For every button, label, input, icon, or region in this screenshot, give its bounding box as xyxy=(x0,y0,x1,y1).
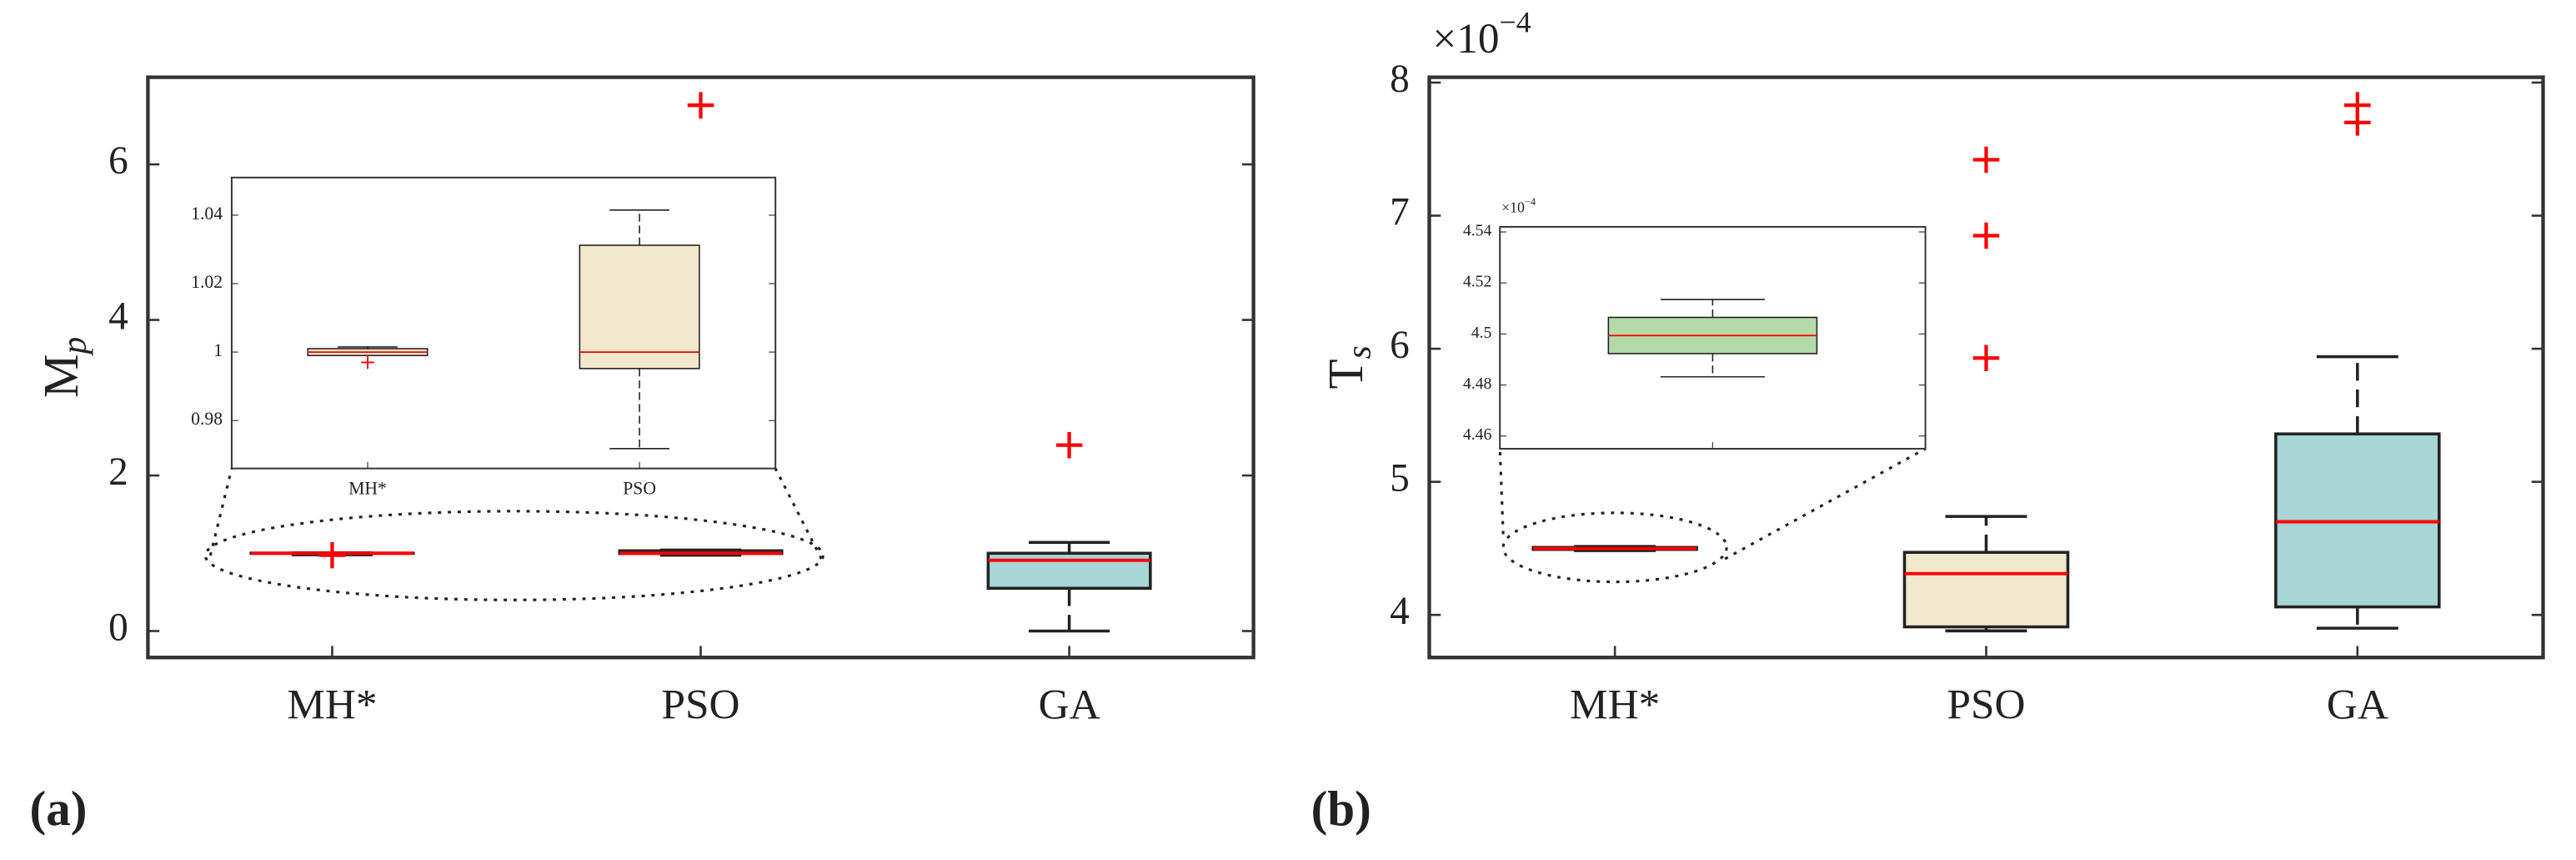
x-tick-label: MH* xyxy=(287,681,377,728)
zoom-line xyxy=(1498,448,1505,535)
y-tick-label: 4.54 xyxy=(1463,222,1492,240)
x-tick-label: PSO xyxy=(623,479,656,499)
chart: 0.98 1 1.02 1.04 MH* PSO xyxy=(191,176,777,499)
y-tick-label: 1.04 xyxy=(191,204,223,224)
x-tick-label: PSO xyxy=(662,681,740,728)
x-tick-label: MH* xyxy=(348,479,387,499)
y-tick-label: 4.52 xyxy=(1463,273,1491,291)
y-tick-label: 1.02 xyxy=(191,272,223,292)
y-axis-label-main: T xyxy=(1317,359,1372,389)
x-tick-label: MH* xyxy=(1570,681,1660,728)
outlier xyxy=(361,355,374,370)
outlier xyxy=(318,541,346,569)
y-axis-label-main: M xyxy=(33,354,88,398)
exponent-base: ×10 xyxy=(1501,199,1525,215)
y-tick-label: 0.98 xyxy=(191,409,223,429)
exponent-label: ×10−4 xyxy=(1432,6,1531,63)
y-tick-label: 8 xyxy=(1390,58,1410,101)
x-tick-label: PSO xyxy=(1947,681,2026,728)
exponent-power: −4 xyxy=(1525,196,1536,208)
y-tick-label: 6 xyxy=(108,139,128,183)
exponent-base: ×10 xyxy=(1432,15,1499,63)
outlier xyxy=(1972,345,2000,372)
y-axis-label-sub: s xyxy=(1339,345,1377,359)
y-axis-label-sub: p xyxy=(54,337,93,357)
y-axis-label: Ts xyxy=(1317,345,1377,389)
zoom-ellipse xyxy=(1501,511,1728,584)
outlier xyxy=(2344,109,2371,136)
y-tick-label: 4 xyxy=(1390,590,1410,633)
y-tick-label: 5 xyxy=(1390,456,1410,500)
panel-label: (b) xyxy=(1311,781,1371,836)
box xyxy=(1902,551,2070,629)
y-tick-label: 7 xyxy=(1390,190,1410,234)
zoom-line xyxy=(774,467,823,560)
box xyxy=(986,551,1152,591)
x-tick-label: GA xyxy=(2327,681,2388,728)
chart: 4.46 4.48 4.5 4.52 4.54 ×10−4 xyxy=(1463,196,1927,450)
y-tick-label: 0 xyxy=(108,606,128,649)
x-tick-label: GA xyxy=(1039,681,1100,728)
y-tick-label: 1 xyxy=(213,340,223,360)
y-tick-label: 6 xyxy=(1390,324,1410,367)
outlier xyxy=(1055,431,1083,459)
zoom-ellipse xyxy=(203,510,824,601)
y-tick-label: 4 xyxy=(108,294,128,338)
outlier xyxy=(1972,222,2000,249)
outlier xyxy=(1972,146,2000,174)
y-tick-label: 4.46 xyxy=(1463,425,1492,444)
exponent-power: −4 xyxy=(1500,6,1531,39)
y-tick-label: 4.5 xyxy=(1471,324,1492,342)
outlier xyxy=(687,92,714,118)
zoom-indicators xyxy=(203,447,1927,601)
chart: 0 2 4 6 MH* PSO GA Mp (a) xyxy=(30,75,1255,836)
box xyxy=(579,244,700,370)
y-tick-label: 2 xyxy=(108,450,128,494)
y-tick-label: 4.48 xyxy=(1463,375,1492,393)
panel-label: (a) xyxy=(30,781,88,836)
exponent-label: ×10−4 xyxy=(1501,196,1536,215)
zoom-line xyxy=(1724,447,1927,561)
y-axis-label: Mp xyxy=(33,337,93,398)
